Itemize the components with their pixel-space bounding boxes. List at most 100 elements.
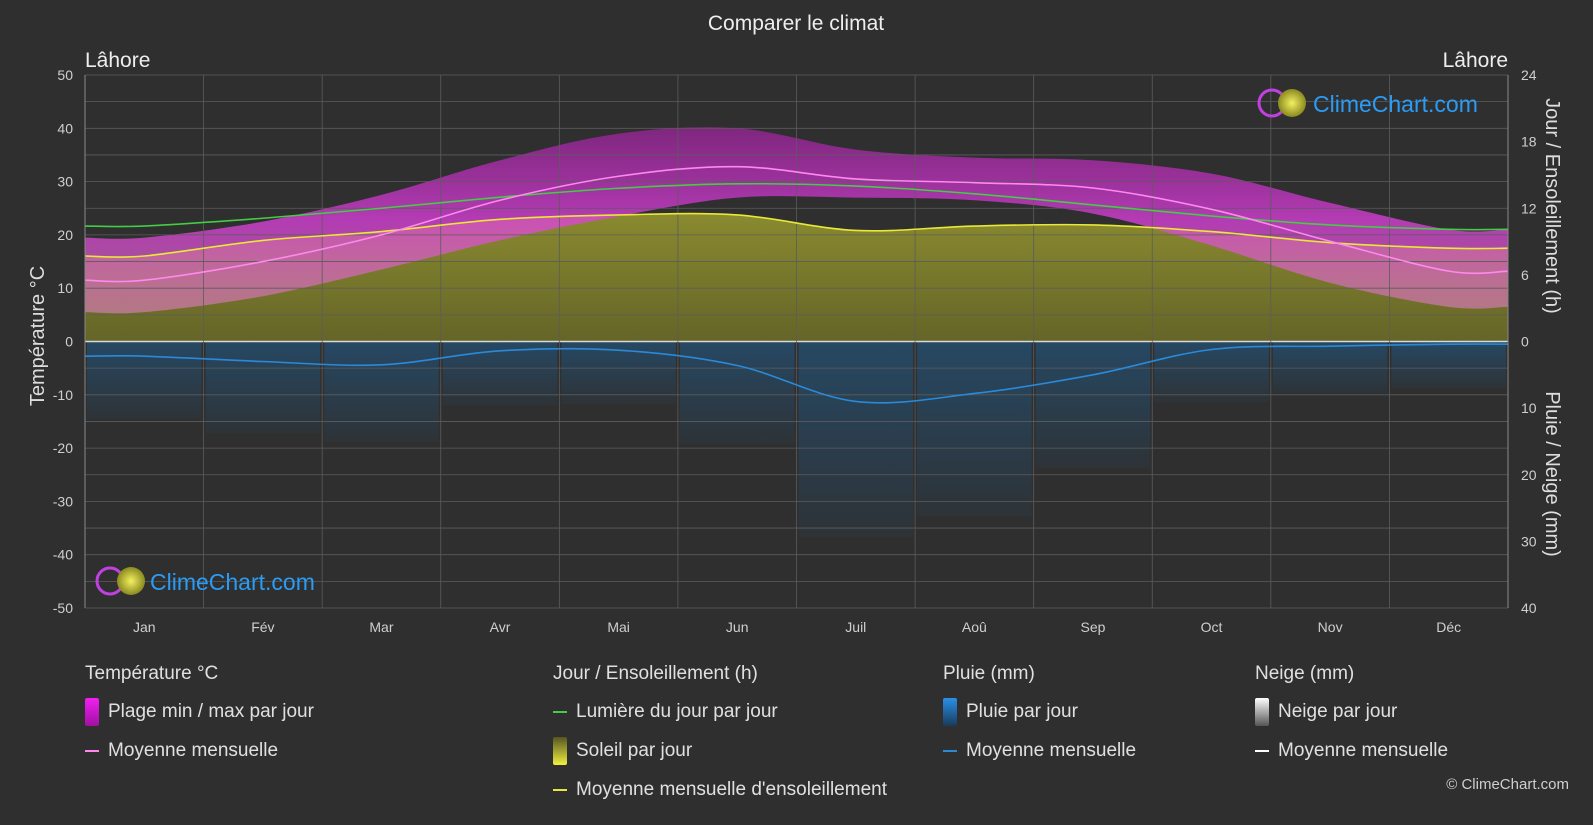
y-left-tick: 10 <box>57 280 73 296</box>
rain-bar <box>679 341 795 444</box>
legend-temp-range: Plage min / max par jour <box>85 698 314 726</box>
sun-mean-swatch <box>553 789 567 791</box>
x-tick-month: Déc <box>1436 619 1461 635</box>
y-left-label: Température °C <box>27 266 49 406</box>
legend-temp-range-label: Plage min / max par jour <box>108 701 314 722</box>
x-tick-month: Mai <box>607 619 630 635</box>
legend-rain-mean: Moyenne mensuelle <box>943 739 1136 763</box>
y-right-top-label: Jour / Ensoleillement (h) <box>1541 98 1563 314</box>
daylight-swatch <box>553 711 567 713</box>
legend-temperature: Température °C Plage min / max par jour … <box>85 662 314 778</box>
location-left: Lâhore <box>85 49 150 72</box>
rain-bar <box>1391 341 1506 389</box>
y-right-bottom-tick: 10 <box>1521 400 1537 416</box>
legend-snow-mean: Moyenne mensuelle <box>1255 739 1448 763</box>
temp-range-swatch <box>85 698 99 726</box>
legend-snow-label: Neige par jour <box>1278 701 1398 722</box>
x-tick-month: Aoû <box>962 619 987 635</box>
copyright: © ClimeChart.com <box>1446 776 1569 793</box>
y-right-top-tick: 6 <box>1521 267 1529 283</box>
rain-swatch <box>943 698 957 726</box>
legend-rain-day: Pluie par jour <box>943 698 1136 726</box>
legend-snow-title: Neige (mm) <box>1255 663 1355 684</box>
legend-rain: Pluie (mm) Pluie par jour Moyenne mensue… <box>943 662 1136 778</box>
y-right-top-tick: 12 <box>1521 200 1537 216</box>
legend-sun-label: Soleil par jour <box>576 740 693 761</box>
legend-rain-mean-label: Moyenne mensuelle <box>966 740 1137 761</box>
y-left-tick: -50 <box>53 600 73 616</box>
y-right-bottom-label: Pluie / Neige (mm) <box>1541 391 1563 557</box>
legend-daylight: Jour / Ensoleillement (h) Lumière du jou… <box>553 662 887 817</box>
legend-temp-mean: Moyenne mensuelle <box>85 739 314 763</box>
y-right-bottom-tick: 40 <box>1521 600 1537 616</box>
y-right-top-tick: 24 <box>1521 67 1537 83</box>
legend-sun: Soleil par jour <box>553 737 887 765</box>
grid <box>84 74 1509 609</box>
watermark-text-bottom: ClimeChart.com <box>150 569 315 595</box>
y-left-tick: -10 <box>53 387 73 403</box>
rain-bar <box>205 341 321 434</box>
snow-swatch <box>1255 698 1269 726</box>
x-tick-month: Fév <box>251 619 274 635</box>
watermark-top: ClimeChart.com <box>1257 88 1478 118</box>
y-left-tick: 0 <box>65 334 73 350</box>
rain-mean-line <box>84 343 1509 404</box>
rain-bar <box>561 341 676 404</box>
location-right: Lâhore <box>1443 49 1508 72</box>
y-left-tick: -30 <box>53 493 73 509</box>
rain-mean-swatch <box>943 750 957 752</box>
x-tick-month: Jun <box>726 619 749 635</box>
legend-rain-title: Pluie (mm) <box>943 663 1035 684</box>
rain-bar <box>1272 341 1388 394</box>
snow-mean-swatch <box>1255 750 1269 752</box>
legend-daylight-label: Lumière du jour par jour <box>576 701 778 722</box>
y-left-tick: 40 <box>57 120 73 136</box>
legend-temperature-title: Température °C <box>85 663 219 684</box>
legend-snow-mean-label: Moyenne mensuelle <box>1278 740 1449 761</box>
legend-temp-mean-label: Moyenne mensuelle <box>108 740 279 761</box>
legend-snow-day: Neige par jour <box>1255 698 1448 726</box>
temp-mean-swatch <box>85 750 99 752</box>
sun-swatch <box>553 737 567 765</box>
x-tick-month: Nov <box>1318 619 1343 635</box>
watermark-bottom: ClimeChart.com <box>95 566 315 596</box>
legend-snow: Neige (mm) Neige par jour Moyenne mensue… <box>1255 662 1448 778</box>
climechart-sun-icon <box>1278 89 1306 117</box>
legend-sun-mean-label: Moyenne mensuelle d'ensoleillement <box>576 779 887 800</box>
x-tick-month: Mar <box>369 619 393 635</box>
temperature-mean-line <box>84 165 1509 283</box>
legend-sun-mean: Moyenne mensuelle d'ensoleillement <box>553 778 887 802</box>
climechart-sun-icon <box>117 567 145 595</box>
y-right-top-tick: 18 <box>1521 134 1537 150</box>
axes: 50 40 30 20 10 0 -10 -20 -30 -40 -50 24 18 12 6 0 10 20 30… <box>53 67 1537 635</box>
legend-daylight-line: Lumière du jour par jour <box>553 700 887 724</box>
daylight-line <box>84 182 1509 231</box>
x-tick-month: Avr <box>490 619 511 635</box>
y-right-bottom-tick: 20 <box>1521 467 1537 483</box>
rain-bar <box>917 341 1032 517</box>
x-tick-month: Oct <box>1201 619 1223 635</box>
x-tick-month: Jan <box>133 619 156 635</box>
y-right-bottom-tick: 30 <box>1521 533 1537 549</box>
x-tick-month: Sep <box>1080 619 1105 635</box>
rain-area <box>87 341 1506 538</box>
rain-bar <box>798 341 914 538</box>
legend-daylight-title: Jour / Ensoleillement (h) <box>553 663 758 684</box>
y-left-tick: 50 <box>57 67 73 83</box>
rain-bar <box>1154 341 1269 403</box>
rain-bar <box>87 341 202 420</box>
sunshine-mean-line <box>84 212 1509 258</box>
chart-title: Comparer le climat <box>708 12 884 35</box>
y-left-tick: 30 <box>57 174 73 190</box>
y-left-tick: 20 <box>57 227 73 243</box>
rain-bar <box>324 341 439 443</box>
watermark-text-top: ClimeChart.com <box>1313 91 1478 117</box>
rain-bar <box>1035 341 1151 469</box>
series-lines <box>84 165 1509 404</box>
legend-rain-label: Pluie par jour <box>966 701 1078 722</box>
y-right-top-tick: 0 <box>1521 334 1529 350</box>
y-left-tick: -20 <box>53 440 73 456</box>
y-left-tick: -40 <box>53 547 73 563</box>
x-tick-month: Juil <box>845 619 866 635</box>
